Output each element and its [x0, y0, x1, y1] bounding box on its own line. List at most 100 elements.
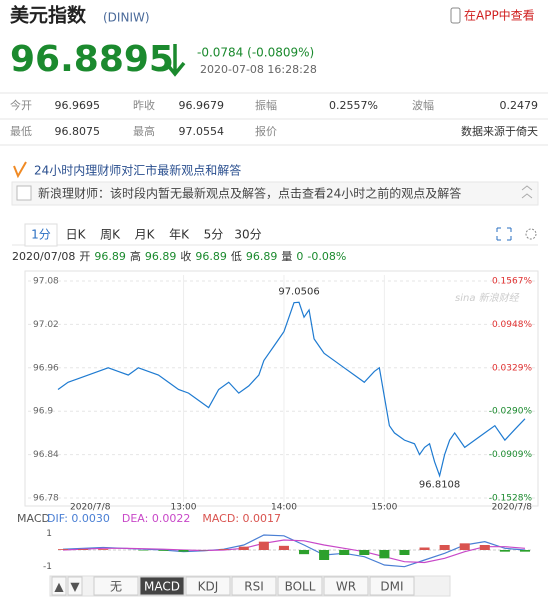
tab[interactable]: 年K [169, 228, 190, 242]
label: 昨收 [133, 98, 155, 112]
x-tick-label: 15:00 [371, 503, 397, 513]
tab[interactable]: 月K [135, 228, 156, 242]
info-text: 2020/07/08 [12, 250, 75, 263]
macd-bar [319, 550, 329, 560]
label: 最高 [133, 124, 155, 138]
line [63, 535, 525, 567]
y2-tick-label: 0.1567% [492, 277, 532, 287]
tab[interactable]: 周K [100, 228, 121, 242]
y2-tick-label: -0.0909% [489, 450, 533, 460]
tab[interactable]: 1分 [31, 228, 51, 242]
fullscreen-icon[interactable] [497, 228, 511, 240]
label: 报价 [255, 124, 277, 138]
y2-tick-label: 0.0948% [492, 320, 532, 330]
annotation: 96.8108 [419, 480, 460, 491]
value: 96.9695 [55, 99, 101, 112]
legend-entry: DEA: 0.0022 [122, 512, 190, 525]
y-tick-label: 97.02 [33, 320, 59, 330]
tab-label[interactable]: DMI [380, 580, 403, 594]
y2-tick-label: 0.0329% [492, 363, 532, 373]
macd-bar [158, 550, 168, 551]
macd-bar [259, 542, 269, 550]
tab[interactable]: 日K [66, 228, 87, 242]
label: 振幅 [255, 98, 277, 112]
app-link[interactable]: 在APP中查看 [464, 8, 535, 23]
tab-label[interactable]: ▲ [54, 580, 64, 594]
indicator-tabs: ▲ ▼ 无 MACD KDJ RSI BOLL WR DMI [50, 576, 450, 596]
macd-bar [480, 545, 490, 550]
legend-entry: DIF: 0.0030 [47, 512, 110, 525]
x-tick-label: 2020/7/8 [492, 503, 533, 513]
label: 今开 [10, 98, 32, 112]
y-tick-label: 97.08 [33, 277, 59, 287]
value: 0.2557% [329, 99, 378, 112]
tab-label[interactable]: KDJ [198, 580, 219, 594]
y-tick-label: -1 [43, 562, 52, 572]
macd-bar [399, 550, 409, 555]
macd-bar [239, 547, 249, 550]
tab-label[interactable]: ▼ [70, 580, 80, 594]
macd-bar [299, 550, 309, 554]
settings-icon[interactable] [526, 229, 536, 239]
y-tick-label: 1 [46, 529, 52, 539]
tab-label[interactable]: MACD [144, 580, 180, 594]
tab-label[interactable]: WR [336, 580, 356, 594]
info-text: 96.89 [246, 250, 278, 263]
tab-label[interactable]: RSI [244, 580, 264, 594]
y-tick-label: 96.84 [33, 450, 59, 460]
y-tick-label: 96.96 [33, 363, 59, 373]
info-text: 开 [79, 250, 90, 263]
label: 最低 [10, 125, 32, 138]
tab-label[interactable]: 无 [110, 580, 122, 594]
y2-tick-label: -0.0290% [489, 407, 533, 417]
macd-bar [460, 543, 470, 550]
value: 96.9679 [179, 99, 225, 112]
phone-icon [451, 8, 460, 23]
macd-bar [420, 548, 430, 551]
tab-label[interactable]: BOLL [285, 580, 316, 594]
info-text: 低 [231, 250, 242, 263]
banner-icon [14, 162, 26, 176]
banner-title[interactable]: 24小时内理财师对汇市最新观点和解答 [34, 163, 241, 178]
macd-bar [500, 550, 510, 552]
title: 美元指数 [10, 4, 87, 27]
macd-bar [279, 546, 289, 550]
info-text: 量 [281, 250, 292, 263]
code: (DINIW) [103, 11, 150, 25]
price: 96.8895 [10, 39, 174, 80]
macd-bar [440, 545, 450, 550]
y-tick-label: 96.9 [33, 407, 53, 417]
info-text: 96.89 [94, 250, 126, 263]
annotation: 97.0506 [278, 286, 319, 297]
tab[interactable]: 5分 [204, 228, 224, 242]
info-text: 96.89 [145, 250, 177, 263]
time: 2020-07-08 16:28:28 [200, 63, 317, 76]
macd-bar [78, 549, 88, 550]
info-text: 0 [296, 250, 303, 263]
tab[interactable]: 30分 [234, 228, 261, 242]
value: 97.0554 [179, 125, 225, 138]
line [58, 302, 525, 475]
value: 96.8075 [55, 125, 101, 138]
price-chart: 97.08 97.02 96.96 96.9 96.84 96.78 0.1567% 0.09… [28, 275, 535, 513]
label: 波幅 [412, 99, 434, 112]
x-tick-label: 14:00 [271, 503, 297, 513]
info-text: 高 [130, 249, 141, 263]
x-tick-label: 13:00 [171, 503, 197, 513]
info-text: 收 [180, 249, 191, 263]
y-tick-label: 96.78 [33, 494, 59, 504]
quote-table: 今开 96.9695 昨收 96.9679 振幅 0.2557% 波幅 0.24… [10, 98, 538, 138]
macd-bar [219, 549, 229, 550]
macd-bar [379, 550, 389, 558]
watermark: sina 新浪财经 [455, 292, 520, 304]
macd-bar [58, 549, 68, 550]
avatar [17, 186, 31, 200]
macd-bar [359, 550, 369, 555]
legend-entry: MACD: 0.0017 [202, 512, 281, 525]
banner-message[interactable]: 新浪理财师：该时段内暂无最新观点及解答，点击查看24小时之前的观点及解答 [38, 186, 461, 201]
x-tick-label: 2020/7/8 [70, 503, 111, 513]
macd-bar [520, 550, 530, 552]
